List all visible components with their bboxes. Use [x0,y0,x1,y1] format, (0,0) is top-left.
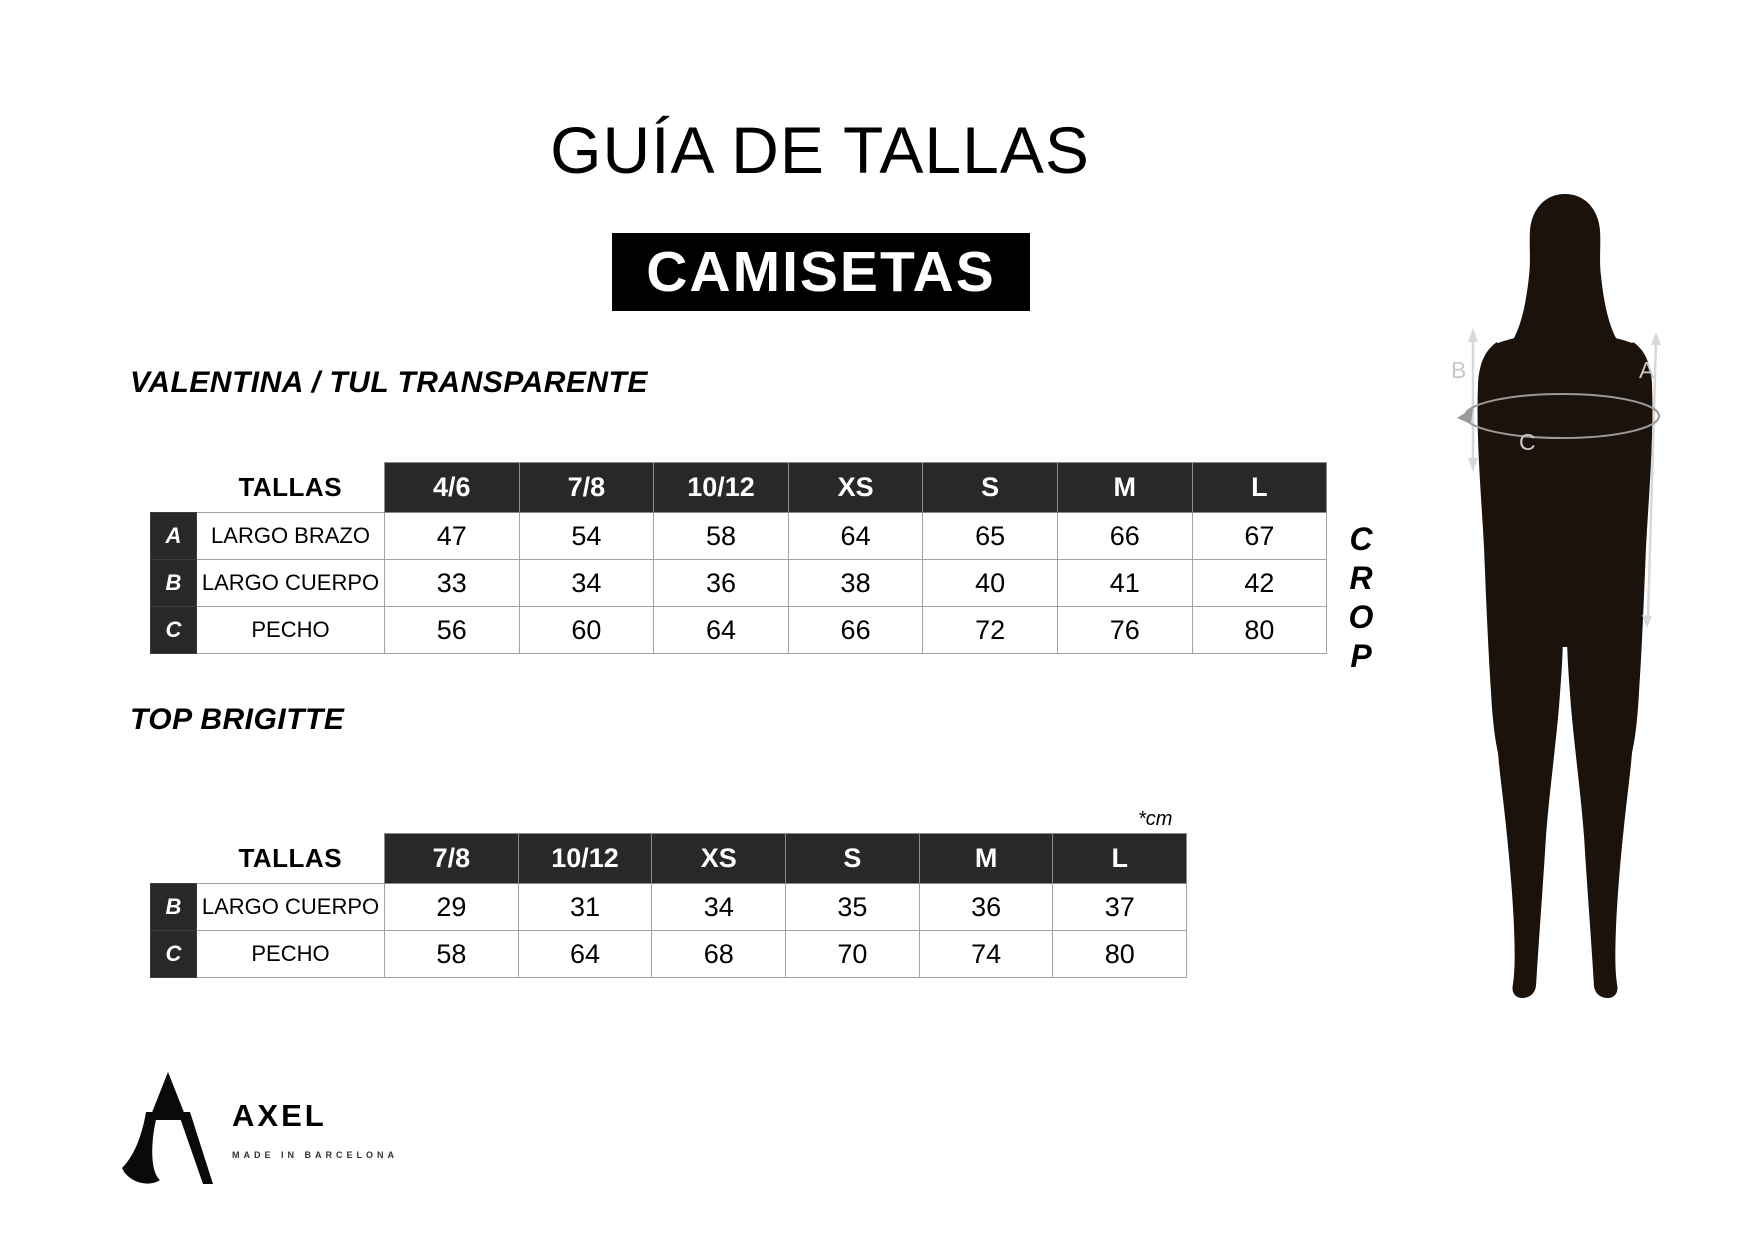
tallas-header: TALLAS [196,462,385,513]
size-header-cell: 7/8 [384,833,519,884]
value-cell: 65 [922,512,1058,560]
tallas-header: TALLAS [196,833,385,884]
section-title-top-brigitte: TOP BRIGITTE [130,703,345,736]
body-silhouette-icon [1477,194,1653,998]
value-cell: 64 [653,606,789,654]
page-subtitle: CAMISETAS [612,233,1030,311]
value-cell: 31 [517,883,653,931]
row-label-cell: LARGO CUERPO [196,883,385,931]
value-cell: 34 [651,883,787,931]
size-header-row: TALLAS 7/8 10/12 XS S M L [150,833,1188,884]
unit-note: *cm [1138,808,1173,830]
size-header-cell: 7/8 [518,462,655,513]
value-cell: 76 [1056,606,1193,654]
value-cell: 33 [384,559,520,607]
section-title-valentina: VALENTINA / TUL TRANSPARENTE [130,366,648,399]
brand-name: AXEL [232,1098,327,1133]
value-cell: 74 [918,930,1054,978]
size-header-cell: 4/6 [384,462,520,513]
chest-measure-arrowhead [1457,408,1473,424]
row-letter-cell: B [150,559,197,607]
value-cell: 54 [518,512,655,560]
value-cell: 56 [384,606,520,654]
value-cell: 34 [518,559,655,607]
value-cell: 64 [787,512,924,560]
value-cell: 58 [384,930,519,978]
measurement-row: C PECHO 56 60 64 66 72 76 80 [150,606,1328,654]
size-header-cell: M [1056,462,1193,513]
row-letter-cell: C [150,606,197,654]
size-header-row: TALLAS 4/6 7/8 10/12 XS S M L [150,462,1328,513]
size-header-cell: L [1052,833,1188,884]
size-header-cell: S [922,462,1058,513]
value-cell: 42 [1191,559,1328,607]
value-cell: 58 [653,512,789,560]
value-cell: 36 [918,883,1054,931]
row-label-cell: PECHO [196,930,385,978]
value-cell: 66 [787,606,924,654]
size-header-cell: L [1191,462,1328,513]
value-cell: 80 [1052,930,1188,978]
value-cell: 36 [653,559,789,607]
brigitte-size-table: TALLAS 7/8 10/12 XS S M L B LARGO CUERPO 29 31 34 35… [150,833,1188,978]
measure-a-arrowhead-top [1651,332,1661,345]
page-title: GUÍA DE TALLAS [550,113,1090,187]
measurement-annotations: B A C [1451,328,1661,628]
value-cell: 70 [785,930,920,978]
size-header-cell: M [918,833,1054,884]
row-label-cell: LARGO BRAZO [196,512,385,560]
value-cell: 68 [651,930,787,978]
value-cell: 72 [922,606,1058,654]
row-letter-cell: A [150,512,197,560]
brand-tagline: MADE IN BARCELONA [232,1150,398,1160]
blank-cell [150,833,197,884]
brand-block: AXEL MADE IN BARCELONA [118,1070,398,1190]
value-cell: 38 [787,559,924,607]
value-cell: 66 [1056,512,1193,560]
size-grid: TALLAS 7/8 10/12 XS S M L B LARGO CUERPO 29 31 34 35… [150,833,1188,978]
value-cell: 47 [384,512,520,560]
size-header-cell: XS [651,833,787,884]
measurement-row: B LARGO CUERPO 33 34 36 38 40 41 42 [150,559,1328,607]
measurement-row: C PECHO 58 64 68 70 74 80 [150,930,1188,978]
size-header-cell: XS [787,462,924,513]
value-cell: 67 [1191,512,1328,560]
value-cell: 29 [384,883,519,931]
axel-logo-icon [122,1072,213,1184]
size-grid: TALLAS 4/6 7/8 10/12 XS S M L A LARGO BRAZO 47 54 58… [150,462,1328,654]
value-cell: 60 [518,606,655,654]
size-header-cell: 10/12 [517,833,653,884]
blank-cell [150,462,197,513]
measure-label-a: A [1639,357,1655,383]
valentina-size-table: TALLAS 4/6 7/8 10/12 XS S M L A LARGO BRAZO 47 54 58… [150,462,1328,654]
brand-text: AXEL MADE IN BARCELONA [232,1070,398,1160]
measure-b-arrowhead-top [1468,328,1478,342]
value-cell: 40 [922,559,1058,607]
size-header-cell: 10/12 [653,462,789,513]
row-label-cell: LARGO CUERPO [196,559,385,607]
value-cell: 64 [517,930,653,978]
row-label-cell: PECHO [196,606,385,654]
body-figure: B A C [1451,194,1661,998]
measure-label-b: B [1451,357,1466,383]
measurement-row: B LARGO CUERPO 29 31 34 35 36 37 [150,883,1188,931]
measure-a-arrow [1646,341,1658,619]
value-cell: 80 [1191,606,1328,654]
row-letter-cell: C [150,930,197,978]
value-cell: 37 [1052,883,1188,931]
measure-b-arrowhead-bottom [1468,458,1478,472]
measure-label-c: C [1519,429,1536,455]
measurement-row: A LARGO BRAZO 47 54 58 64 65 66 67 [150,512,1328,560]
value-cell: 41 [1056,559,1193,607]
crop-label: C R O P [1348,521,1374,674]
measure-a-arrowhead-bottom [1642,615,1652,628]
size-header-cell: S [785,833,920,884]
value-cell: 35 [785,883,920,931]
row-letter-cell: B [150,883,197,931]
